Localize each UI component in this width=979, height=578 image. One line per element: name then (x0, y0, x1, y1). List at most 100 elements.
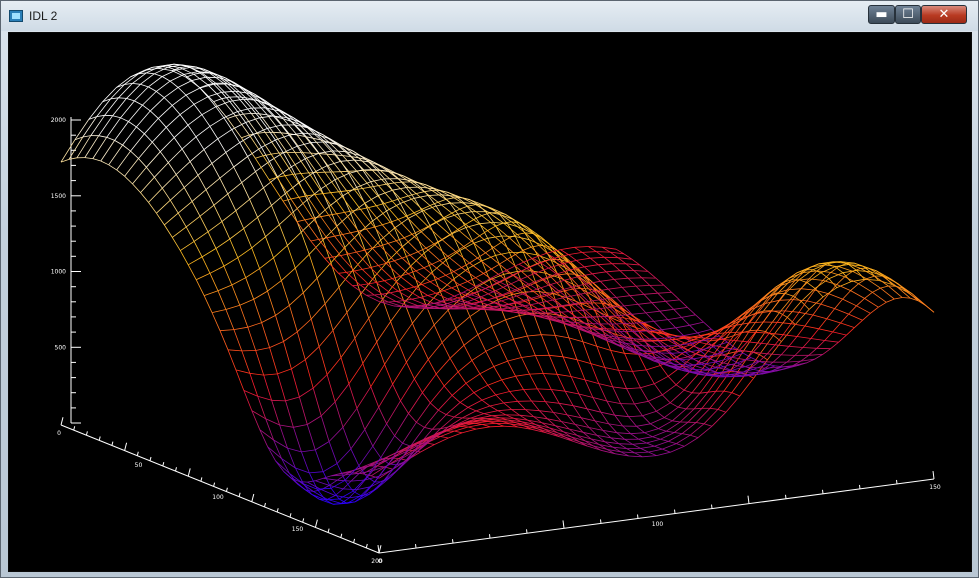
mesh-segment (662, 384, 677, 396)
mesh-segment (474, 421, 489, 424)
mesh-segment (601, 246, 611, 253)
mesh-segment (235, 198, 250, 212)
mesh-segment (283, 331, 298, 342)
mesh-segment (293, 427, 302, 453)
mesh-segment (144, 118, 159, 135)
mesh-segment (594, 288, 609, 292)
mesh-segment (621, 287, 631, 296)
mesh-segment (473, 219, 488, 231)
mesh-segment (771, 293, 786, 311)
x-major-tick (562, 520, 565, 529)
mesh-segment (675, 327, 684, 336)
mesh-segment (250, 113, 266, 133)
mesh-segment (407, 218, 417, 236)
mesh-segment (753, 351, 768, 355)
mesh-segment (193, 241, 203, 258)
mesh-segment (421, 284, 437, 294)
mesh-segment (830, 341, 839, 350)
mesh-segment (251, 410, 266, 420)
mesh-segment (211, 152, 227, 164)
y-minor-tick (340, 533, 343, 538)
mesh-segment (519, 222, 534, 234)
mesh-segment (344, 210, 353, 213)
minimize-button[interactable]: ▬ (868, 5, 895, 24)
mesh-segment (471, 301, 480, 304)
mesh-segment (396, 445, 411, 453)
mesh-segment (267, 280, 282, 292)
mesh-segment (201, 72, 216, 84)
mesh-segment (629, 293, 644, 297)
mesh-segment (493, 366, 503, 381)
mesh-segment (456, 417, 471, 426)
mesh-segment (547, 313, 562, 316)
mesh-segment (695, 368, 710, 370)
mesh-segment (388, 301, 397, 303)
mesh-segment (273, 439, 282, 459)
mesh-segment (786, 360, 801, 363)
mesh-segment (852, 270, 867, 280)
mesh-segment (739, 341, 748, 351)
mesh-segment (239, 86, 254, 100)
mesh-segment (142, 91, 157, 106)
x-minor-tick (637, 514, 639, 519)
mesh-segment (402, 422, 417, 444)
mesh-segment (650, 417, 665, 425)
mesh-segment (227, 193, 237, 211)
mesh-segment (291, 368, 300, 398)
mesh-segment (523, 425, 538, 430)
mesh-segment (505, 315, 520, 321)
mesh-segment (683, 332, 698, 337)
mesh-segment (654, 445, 663, 450)
mesh-segment (291, 158, 306, 168)
mesh-segment (661, 327, 676, 331)
mesh-segment (681, 368, 696, 370)
mesh-segment (96, 98, 111, 117)
mesh-segment (336, 448, 352, 464)
mesh-segment (546, 307, 555, 313)
mesh-segment (312, 374, 328, 389)
mesh-segment (247, 90, 262, 103)
mesh-segment (283, 471, 298, 485)
mesh-segment (253, 290, 268, 300)
mesh-segment (233, 329, 243, 352)
mesh-segment (497, 294, 512, 301)
mesh-segment (447, 255, 462, 268)
mesh-segment (404, 442, 419, 451)
mesh-segment (298, 195, 307, 198)
mesh-segment (468, 426, 477, 430)
mesh-segment (695, 353, 710, 360)
mesh-segment (731, 373, 747, 393)
mesh-segment (659, 340, 675, 350)
mesh-segment (576, 359, 586, 381)
mesh-segment (697, 425, 713, 438)
maximize-button[interactable]: ☐ (895, 5, 921, 24)
mesh-segment (235, 210, 245, 229)
mesh-segment (429, 304, 444, 308)
mesh-segment (479, 235, 494, 248)
close-button[interactable]: ✕ (921, 5, 967, 24)
mesh-segment (826, 261, 841, 265)
mesh-segment (183, 74, 193, 81)
mesh-segment (596, 345, 611, 351)
mesh-segment (366, 476, 376, 483)
mesh-segment (512, 274, 522, 280)
mesh-segment (293, 199, 308, 213)
mesh-segment (731, 366, 746, 371)
mesh-segment (332, 150, 342, 162)
mesh-segment (428, 194, 443, 196)
mesh-segment (453, 271, 468, 282)
mesh-segment (148, 86, 157, 92)
mesh-segment (435, 358, 451, 375)
mesh-segment (792, 362, 807, 366)
mesh-segment (328, 426, 344, 442)
mesh-segment (523, 246, 532, 251)
mesh-segment (402, 442, 411, 447)
title-bar[interactable]: IDL 2 ▬ ☐ ✕ (1, 1, 978, 31)
mesh-segment (650, 331, 665, 335)
mesh-segment (354, 494, 370, 503)
mesh-segment (737, 351, 752, 373)
mesh-segment (578, 393, 593, 398)
mesh-segment (471, 211, 481, 224)
mesh-segment (729, 317, 744, 324)
mesh-segment (245, 97, 254, 100)
